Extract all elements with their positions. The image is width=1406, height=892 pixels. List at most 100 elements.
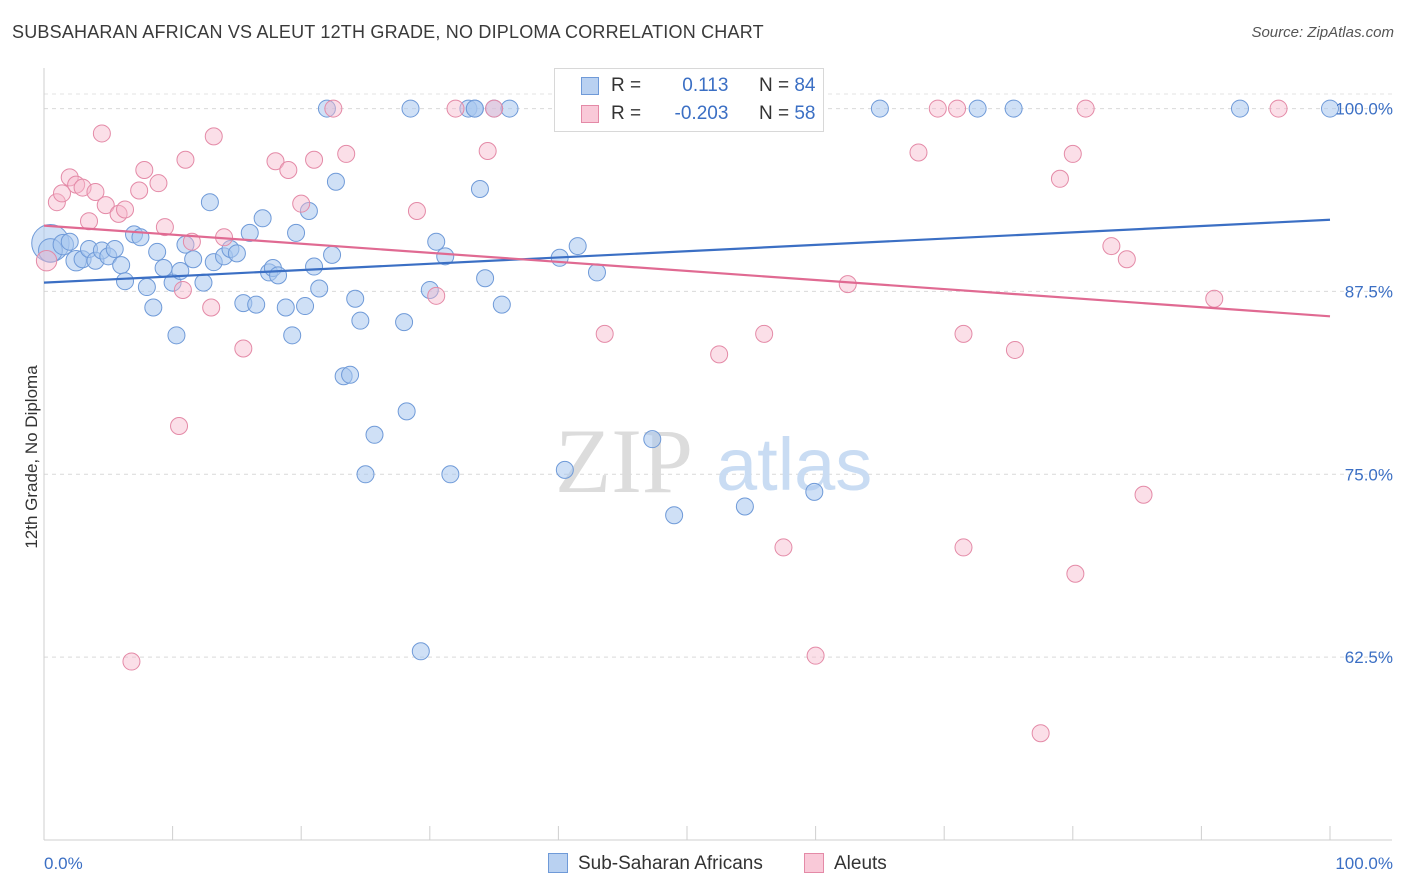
legend-r-label: R = xyxy=(611,75,642,96)
sub-saharan-point xyxy=(200,193,219,212)
legend-label-aleuts: Aleuts xyxy=(834,853,887,874)
sub-saharan-point xyxy=(317,99,336,118)
sub-saharan-point xyxy=(305,257,324,276)
aleut-point xyxy=(234,339,253,358)
sub-saharan-point xyxy=(397,402,416,421)
aleut-point xyxy=(86,182,105,201)
sub-saharan-point xyxy=(116,272,135,291)
aleut-point xyxy=(155,218,174,237)
watermark-zip: ZIP xyxy=(555,410,693,512)
aleut-point xyxy=(176,150,195,169)
legend-item-sub-saharan-africans: Sub-Saharan Africans xyxy=(548,852,763,876)
aleut-point xyxy=(60,168,79,187)
sub-saharan-point xyxy=(1004,99,1023,118)
sub-saharan-point xyxy=(643,430,662,449)
series-aleuts xyxy=(35,99,1288,743)
sub-saharan-point xyxy=(310,279,329,298)
legend-r-value: 0.113 xyxy=(682,75,729,96)
sub-saharan-point xyxy=(805,482,824,501)
aleut-point xyxy=(1063,144,1082,163)
aleut-point xyxy=(1134,485,1153,504)
sub-saharan-point xyxy=(144,298,163,317)
legend-swatch-pink xyxy=(804,853,824,873)
sub-saharan-point xyxy=(283,326,302,345)
aleut-point xyxy=(1005,340,1024,359)
series-legend: Sub-Saharan Africans Aleuts xyxy=(0,852,1406,878)
aleut-point xyxy=(173,280,192,299)
sub-saharan-point xyxy=(476,269,495,288)
gridlines xyxy=(44,93,1392,658)
legend-item-aleuts: Aleuts xyxy=(804,852,887,876)
trend-lines xyxy=(43,218,1331,318)
sub-saharan-point xyxy=(227,244,246,263)
legend-n-label: N = xyxy=(758,103,790,124)
aleut-point xyxy=(96,196,115,215)
legend-r-label: R = xyxy=(611,103,642,124)
aleut-point xyxy=(954,324,973,343)
sub-saharan-point xyxy=(968,99,987,118)
sub-saharan-point xyxy=(568,237,587,256)
aleut-point xyxy=(478,141,497,160)
legend-r-value: -0.203 xyxy=(674,103,729,124)
sub-saharan-point xyxy=(247,295,266,314)
aleut-point xyxy=(202,298,221,317)
aleut-point xyxy=(446,99,465,118)
sub-saharan-point xyxy=(341,365,360,384)
sub-saharan-point xyxy=(735,497,754,516)
sub-saharan-point xyxy=(60,232,79,251)
aleut-point xyxy=(427,286,446,305)
sub-saharan-point xyxy=(137,278,156,297)
aleut-point xyxy=(266,152,285,171)
sub-saharan-point xyxy=(112,256,131,275)
trend-line-sub-saharan xyxy=(43,218,1331,284)
series-sub-saharan-africans xyxy=(31,99,1339,661)
y-tick-label: 100.0% xyxy=(1335,100,1393,119)
sub-saharan-point xyxy=(323,245,342,264)
sub-saharan-point xyxy=(299,201,318,220)
aleut-point xyxy=(122,652,141,671)
y-tick-label: 62.5% xyxy=(1345,648,1393,667)
sub-saharan-point xyxy=(167,326,186,345)
aleut-point xyxy=(407,201,426,220)
chart-title: SUBSAHARAN AFRICAN VS ALEUT 12TH GRADE, … xyxy=(12,22,764,42)
sub-saharan-point xyxy=(401,99,420,118)
sub-saharan-point xyxy=(500,99,519,118)
sub-saharan-point xyxy=(105,240,124,259)
sub-saharan-point xyxy=(665,506,684,525)
sub-saharan-point xyxy=(436,247,455,266)
legend-n-value: 58 xyxy=(794,103,816,124)
aleut-point xyxy=(909,143,928,162)
aleut-point xyxy=(337,144,356,163)
aleut-point xyxy=(774,538,793,557)
aleut-point xyxy=(80,212,99,231)
legend-n-value: 84 xyxy=(794,75,816,96)
aleut-point xyxy=(485,99,504,118)
x-tick-label: 0.0% xyxy=(44,854,83,873)
sub-saharan-point xyxy=(356,465,375,484)
stats-legend: R = 0.113 N = 84 R = -0.203 N = 58 xyxy=(554,68,824,132)
sub-saharan-point xyxy=(441,465,460,484)
sub-saharan-point xyxy=(492,295,511,314)
aleut-point xyxy=(1050,169,1069,188)
sub-saharan-point xyxy=(240,223,259,242)
sub-saharan-point xyxy=(870,99,889,118)
sub-saharan-point xyxy=(276,298,295,317)
sub-saharan-point xyxy=(427,232,446,251)
legend-swatch-blue xyxy=(548,853,568,873)
sub-saharan-point xyxy=(253,209,272,228)
aleut-point xyxy=(954,538,973,557)
legend-n-label: N = xyxy=(758,75,790,96)
legend-label-sub-saharan-africans: Sub-Saharan Africans xyxy=(578,853,763,874)
aleut-point xyxy=(1205,289,1224,308)
aleut-point xyxy=(135,161,154,180)
aleut-point xyxy=(47,193,66,212)
axes xyxy=(43,68,1392,841)
watermark: ZIP atlas xyxy=(555,410,872,512)
sub-saharan-point xyxy=(395,313,414,332)
y-tick-label: 75.0% xyxy=(1345,465,1393,484)
sub-saharan-point xyxy=(326,172,345,191)
aleut-point xyxy=(948,99,967,118)
sub-saharan-point xyxy=(269,266,288,285)
sub-saharan-point xyxy=(1321,99,1339,118)
